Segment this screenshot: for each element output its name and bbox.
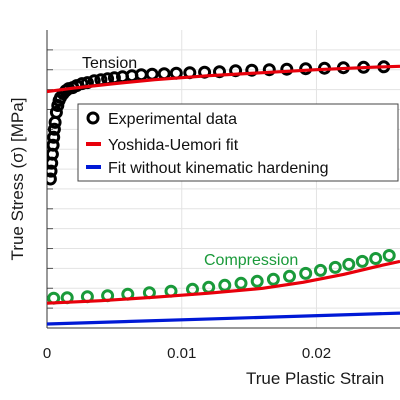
data-point — [266, 272, 280, 286]
x-tick-label: 0.01 — [167, 345, 196, 362]
data-point — [342, 257, 356, 271]
legend-label-experimental: Experimental data — [108, 111, 237, 128]
legend-marker-experimental — [86, 111, 100, 125]
data-point — [47, 130, 61, 144]
series-layer — [47, 60, 400, 326]
x-tick-label: 0 — [43, 345, 51, 362]
series-3 — [47, 259, 400, 305]
annotation-tension: Tension — [82, 55, 137, 72]
legend-label-yoshida: Yoshida-Uemori fit — [108, 137, 239, 154]
data-point — [262, 63, 276, 77]
x-tick-label: 0.02 — [302, 345, 331, 362]
data-point — [234, 276, 248, 290]
data-point — [47, 172, 57, 186]
data-point — [47, 164, 58, 178]
data-point — [299, 266, 313, 280]
data-point — [314, 263, 327, 277]
data-point — [47, 122, 61, 136]
data-point — [47, 138, 60, 152]
data-point — [369, 252, 383, 265]
data-point — [355, 254, 369, 268]
data-point — [283, 269, 296, 283]
data-point — [245, 63, 259, 77]
annotation-compression: Compression — [204, 252, 298, 269]
data-point — [49, 105, 63, 119]
series-1 — [47, 64, 400, 94]
legend-label-no-kinematic: Fit without kinematic hardening — [108, 160, 329, 177]
series-line — [47, 64, 400, 94]
legend-box — [77, 103, 399, 182]
y-axis-label: True Stress (σ) [MPa] — [8, 98, 27, 261]
series-line — [47, 311, 400, 326]
x-tick-labels: 0 0.01 0.02 — [43, 345, 331, 362]
series-line — [47, 259, 400, 305]
data-point — [250, 274, 264, 288]
data-point — [328, 260, 342, 274]
x-axis-label: True Plastic Strain — [246, 369, 384, 388]
series-4 — [47, 311, 400, 326]
data-point — [280, 62, 294, 76]
legend: Experimental data Yoshida-Uemori fit Fit… — [77, 103, 399, 182]
data-point — [382, 249, 396, 262]
